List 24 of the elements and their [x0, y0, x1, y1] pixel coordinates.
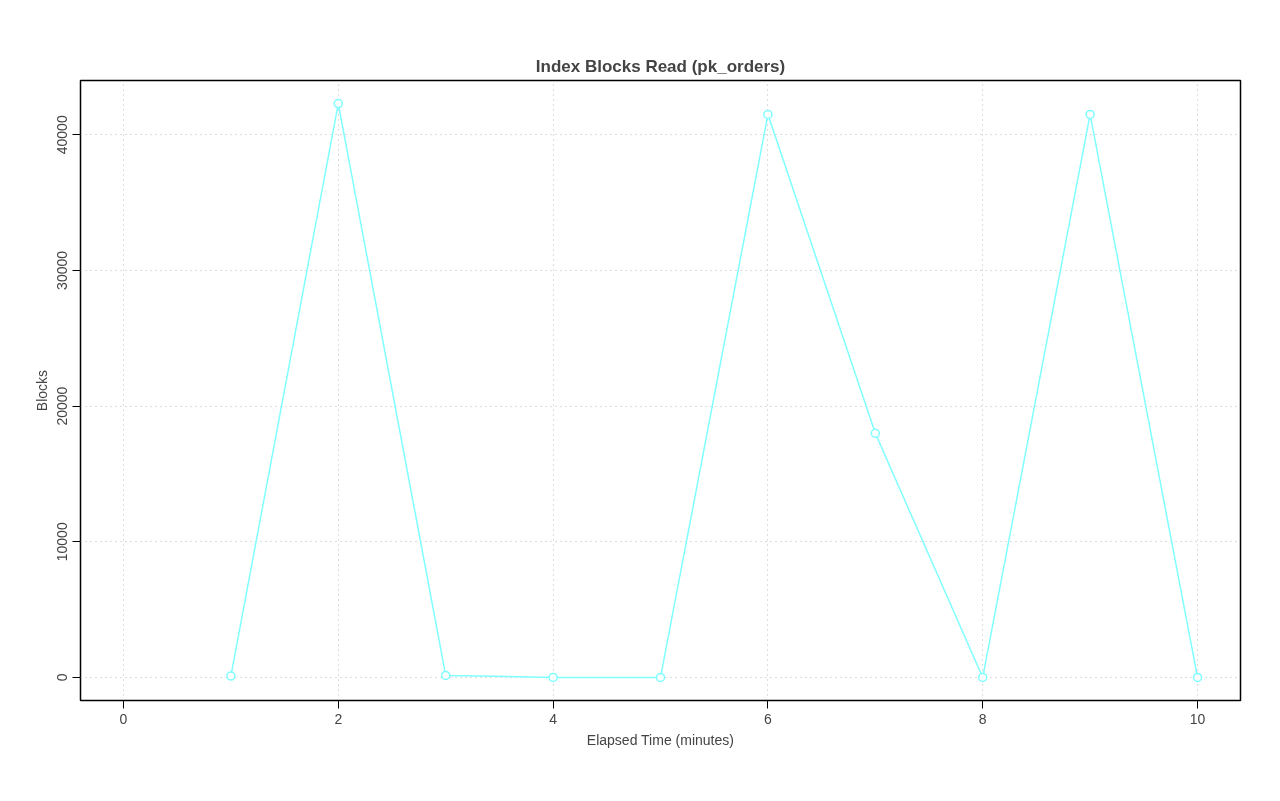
x-tick-label: 2: [334, 710, 343, 727]
point: [977, 672, 988, 683]
point: [440, 670, 451, 681]
y-tick-label: 0: [54, 673, 71, 682]
x-tick-label: 10: [1189, 710, 1206, 727]
x-tick-label: 8: [978, 710, 987, 727]
y-tick-label: 30000: [54, 250, 71, 290]
x-tick-label: 4: [549, 710, 558, 727]
point: [333, 98, 344, 109]
y-tick-label: 10000: [54, 522, 71, 562]
point: [763, 109, 773, 120]
x-axis-title: Elapsed Time (minutes): [586, 731, 734, 748]
point: [655, 672, 666, 683]
chart-title: Index Blocks Read (pk_orders): [535, 56, 786, 76]
y-tick-label: 40000: [54, 115, 71, 155]
point: [226, 671, 236, 681]
x-tick-label: 6: [764, 710, 773, 727]
point: [1085, 109, 1095, 120]
point: [1192, 672, 1203, 683]
y-tick-label: 20000: [54, 386, 71, 426]
x-tick-label: 0: [119, 710, 128, 727]
point: [870, 428, 881, 438]
y-axis-title: Blocks: [33, 369, 50, 412]
point: [548, 672, 558, 683]
